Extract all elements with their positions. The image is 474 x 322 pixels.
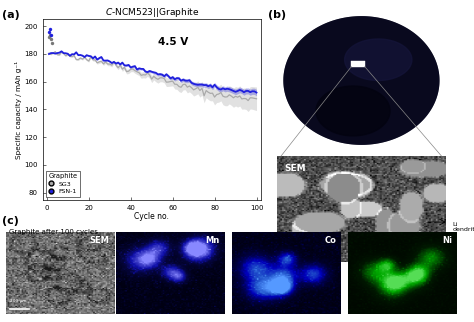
X-axis label: Cycle no.: Cycle no.: [134, 212, 169, 221]
Text: Co: Co: [324, 236, 336, 245]
Point: [48, 40, 56, 45]
Point: [46, 26, 54, 32]
Legend: SG3, FSN-1: SG3, FSN-1: [46, 171, 80, 196]
Text: (b): (b): [268, 10, 286, 20]
Text: 4.5 V: 4.5 V: [158, 37, 189, 47]
Text: Ni: Ni: [442, 236, 452, 245]
Text: (a): (a): [2, 10, 20, 20]
Text: SEM: SEM: [90, 236, 109, 245]
Polygon shape: [316, 86, 390, 136]
Y-axis label: Specific capacity / mAh g⁻¹: Specific capacity / mAh g⁻¹: [15, 61, 21, 158]
Polygon shape: [284, 17, 439, 144]
Polygon shape: [284, 17, 439, 144]
Point: [47, 32, 55, 37]
Text: Li
dendrites: Li dendrites: [453, 222, 474, 232]
Text: (c): (c): [2, 216, 19, 226]
Text: Mn: Mn: [206, 236, 220, 245]
Point: [45, 35, 53, 40]
Bar: [351, 61, 365, 67]
Text: SEM: SEM: [284, 164, 306, 173]
Text: Graphite after 100 cycles: Graphite after 100 cycles: [9, 229, 99, 235]
Point: [45, 29, 53, 34]
Point: [46, 32, 54, 37]
Text: 200 μm: 200 μm: [10, 299, 27, 303]
Polygon shape: [345, 39, 412, 80]
Point: [47, 36, 55, 41]
Title: $\it{C}$-NCM523||Graphite: $\it{C}$-NCM523||Graphite: [105, 6, 199, 19]
